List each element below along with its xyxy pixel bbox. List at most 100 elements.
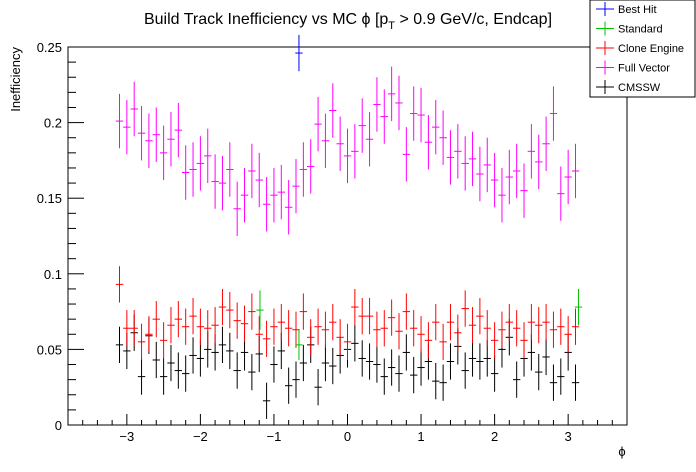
y-axis-label: Inefficiency xyxy=(8,47,23,112)
data-point xyxy=(262,177,271,232)
data-point xyxy=(395,355,403,392)
data-point xyxy=(299,293,308,330)
data-point xyxy=(476,146,484,202)
data-point xyxy=(417,87,425,143)
series-best-hit xyxy=(295,34,303,72)
data-point xyxy=(387,299,396,336)
legend-entry: Clone Engine xyxy=(596,41,684,55)
data-point xyxy=(314,308,322,345)
data-point xyxy=(490,355,499,392)
data-point xyxy=(284,180,293,235)
data-point xyxy=(549,86,558,141)
data-point xyxy=(255,152,263,208)
data-point xyxy=(167,307,175,344)
data-point xyxy=(439,323,447,360)
data-point xyxy=(270,346,278,383)
data-point xyxy=(196,340,205,377)
x-tick-label: 1 xyxy=(417,429,424,444)
legend-label: Full Vector xyxy=(618,63,670,75)
data-point xyxy=(483,137,491,193)
x-tick-label: −3 xyxy=(119,429,134,444)
data-point xyxy=(277,164,285,220)
data-point xyxy=(490,322,499,359)
data-point xyxy=(549,311,558,348)
data-point xyxy=(196,308,205,345)
data-point xyxy=(299,344,308,382)
data-point xyxy=(329,347,337,385)
data-point xyxy=(240,167,249,223)
x-axis-label: ϕ xyxy=(618,444,625,459)
data-point xyxy=(571,308,580,345)
data-point xyxy=(262,320,271,357)
data-point xyxy=(329,304,337,341)
data-point xyxy=(182,355,190,392)
data-point xyxy=(380,310,388,347)
data-point xyxy=(574,288,583,326)
data-point xyxy=(115,93,124,149)
legend-entry: Full Vector xyxy=(596,60,670,75)
data-point xyxy=(432,304,440,341)
data-point xyxy=(432,363,440,400)
data-point xyxy=(365,112,374,167)
data-point xyxy=(145,113,153,168)
data-point xyxy=(380,358,388,395)
y-tick-label: 0 xyxy=(55,418,62,433)
data-point xyxy=(218,288,227,326)
data-point xyxy=(204,128,212,184)
data-point xyxy=(557,308,565,345)
data-point xyxy=(233,181,241,236)
data-point xyxy=(402,293,411,330)
legend-label: Standard xyxy=(618,24,663,36)
data-point xyxy=(402,127,411,182)
data-point xyxy=(292,361,300,398)
legend-label: Best Hit xyxy=(618,4,657,16)
x-tick-label: −1 xyxy=(267,429,282,444)
y-tick-label: 0.25 xyxy=(37,40,62,55)
data-point xyxy=(557,166,565,221)
data-point xyxy=(182,145,190,200)
data-point xyxy=(512,310,521,347)
data-points xyxy=(115,34,583,419)
data-point xyxy=(476,297,484,335)
data-point xyxy=(395,313,403,350)
data-point xyxy=(387,349,396,386)
data-point xyxy=(454,314,462,351)
data-point xyxy=(535,307,543,344)
data-point xyxy=(159,322,168,359)
data-point xyxy=(343,128,352,184)
data-point xyxy=(152,341,160,379)
data-point xyxy=(130,310,138,347)
series-standard xyxy=(256,288,583,360)
data-point xyxy=(115,266,124,303)
data-point xyxy=(233,352,241,389)
data-point xyxy=(365,297,374,335)
y-tick-label: 0.2 xyxy=(44,116,62,131)
data-point xyxy=(439,110,447,165)
legend-entry: CMSSW xyxy=(596,80,661,94)
data-point xyxy=(336,319,344,356)
data-point xyxy=(167,112,175,167)
chart-title: Build Track Inefficiency vs MC ϕ [pT > 0… xyxy=(144,11,552,32)
legend-entry: Standard xyxy=(596,21,663,36)
y-tick-label: 0.05 xyxy=(37,342,62,357)
axis-ticks: −3 −2 −1 0 1 2 3 0 0.05 0.1 0.15 0.2 0.25 xyxy=(37,40,613,444)
x-tick-label: 3 xyxy=(565,429,572,444)
data-point xyxy=(520,322,528,359)
data-point xyxy=(174,102,183,158)
data-point xyxy=(226,142,234,197)
data-point xyxy=(321,344,330,382)
data-point xyxy=(226,291,234,329)
data-point xyxy=(527,124,536,179)
data-point xyxy=(351,288,359,326)
data-point xyxy=(189,297,197,335)
data-point xyxy=(410,86,418,141)
data-point xyxy=(358,340,366,377)
data-point xyxy=(307,139,315,194)
data-point xyxy=(454,124,462,179)
data-point xyxy=(218,155,227,211)
data-point xyxy=(137,358,146,395)
data-point xyxy=(468,131,477,187)
data-point xyxy=(123,99,131,155)
data-point xyxy=(520,163,528,218)
